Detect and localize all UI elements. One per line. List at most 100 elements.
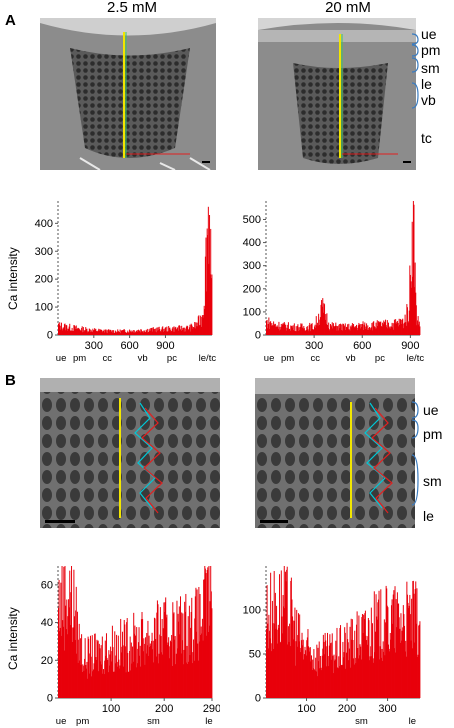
ca-profile-chart-b-right: 0 50 100 100 200 300 sm le — [243, 566, 421, 727]
intensity-bar — [384, 322, 386, 335]
intensity-bar — [348, 648, 350, 698]
intensity-bar — [85, 665, 87, 698]
intensity-bar — [76, 653, 78, 698]
intensity-bar — [58, 325, 60, 335]
intensity-bar — [419, 621, 421, 698]
intensity-bar — [136, 648, 138, 698]
intensity-bar — [208, 566, 210, 698]
intensity-bar — [408, 321, 410, 335]
intensity-bar — [92, 330, 94, 335]
intensity-bar — [402, 627, 404, 698]
intensity-bar — [113, 330, 115, 335]
intensity-bar — [64, 323, 66, 335]
intensity-bar — [67, 616, 69, 698]
intensity-bar — [311, 669, 313, 698]
x-tick-label: 200 — [155, 703, 173, 715]
intensity-bar — [376, 328, 378, 335]
intensity-bar — [146, 633, 148, 698]
intensity-bar — [302, 328, 304, 335]
intensity-bar — [193, 327, 195, 335]
intensity-bar — [162, 326, 164, 335]
intensity-bar — [392, 323, 394, 335]
intensity-bar — [210, 278, 212, 335]
intensity-bar — [107, 329, 109, 335]
intensity-bar — [356, 330, 358, 335]
intensity-bar — [367, 325, 369, 335]
intensity-bar — [169, 658, 171, 698]
intensity-bar — [149, 646, 151, 698]
intensity-bar — [322, 298, 324, 335]
intensity-bar — [207, 632, 209, 698]
intensity-bar — [132, 661, 134, 698]
intensity-bar — [274, 323, 276, 335]
intensity-bar — [189, 324, 191, 335]
sem-micrograph-a-right — [258, 18, 416, 170]
intensity-bar — [100, 329, 102, 335]
intensity-bar — [140, 329, 142, 335]
tissue-tick-label: ue — [56, 353, 67, 364]
intensity-bar — [383, 321, 385, 335]
intensity-bar — [155, 639, 157, 698]
intensity-bar — [207, 206, 209, 335]
intensity-bar — [123, 666, 125, 698]
intensity-bar — [66, 634, 68, 698]
intensity-bar — [83, 670, 85, 698]
intensity-bar — [386, 605, 388, 698]
intensity-bar — [95, 328, 97, 335]
intensity-bar — [156, 612, 158, 698]
tissue-tick-label: vb — [138, 353, 148, 364]
intensity-bar — [377, 602, 379, 698]
intensity-bar — [188, 605, 190, 698]
y-axis-label-a: Ca intensity — [6, 247, 20, 310]
intensity-bar — [155, 332, 157, 335]
intensity-bar — [73, 325, 75, 335]
intensity-bar — [270, 643, 272, 698]
intensity-bar — [98, 330, 100, 335]
intensity-bar — [200, 326, 202, 335]
intensity-bar — [97, 330, 99, 335]
intensity-bar — [309, 322, 311, 335]
intensity-bar — [112, 647, 114, 698]
intensity-bar — [285, 327, 287, 335]
intensity-bar — [75, 586, 77, 698]
intensity-bar — [372, 321, 374, 335]
intensity-bar — [62, 620, 64, 698]
intensity-bar — [305, 329, 307, 335]
tissue-label-b-pm: pm — [423, 426, 443, 442]
intensity-bar — [172, 327, 174, 335]
y-tick-label: 200 — [243, 283, 261, 295]
intensity-bar — [417, 657, 419, 698]
tissue-tick-label: pm — [73, 353, 86, 364]
intensity-bar — [132, 331, 134, 335]
intensity-bar — [114, 663, 116, 698]
intensity-bar — [180, 330, 182, 335]
intensity-bar — [182, 327, 184, 335]
intensity-bar — [301, 632, 303, 698]
condition-label-2-5mM: 2.5 mM — [106, 0, 157, 16]
intensity-bar — [173, 326, 175, 335]
intensity-bars — [266, 566, 421, 698]
intensity-bar — [72, 627, 74, 698]
intensity-bar — [128, 671, 130, 698]
intensity-bar — [302, 327, 304, 335]
intensity-bar — [210, 228, 212, 335]
intensity-bar — [385, 585, 387, 698]
intensity-bar — [129, 636, 131, 698]
intensity-bar — [417, 654, 419, 698]
intensity-bar — [336, 627, 338, 698]
intensity-bar — [183, 649, 185, 698]
intensity-bar — [357, 648, 359, 698]
intensity-bar — [321, 655, 323, 698]
intensity-bar — [290, 325, 292, 335]
intensity-bar — [115, 655, 117, 698]
intensity-bar — [92, 328, 94, 335]
intensity-bar — [190, 323, 192, 335]
intensity-bar — [132, 332, 134, 335]
intensity-bar — [85, 327, 87, 335]
intensity-bar — [204, 256, 206, 335]
intensity-bar — [360, 646, 362, 698]
y-axis-label-b: Ca intensity — [6, 607, 20, 670]
intensity-bar — [382, 661, 384, 698]
intensity-bar — [287, 322, 289, 335]
intensity-bar — [411, 598, 413, 698]
